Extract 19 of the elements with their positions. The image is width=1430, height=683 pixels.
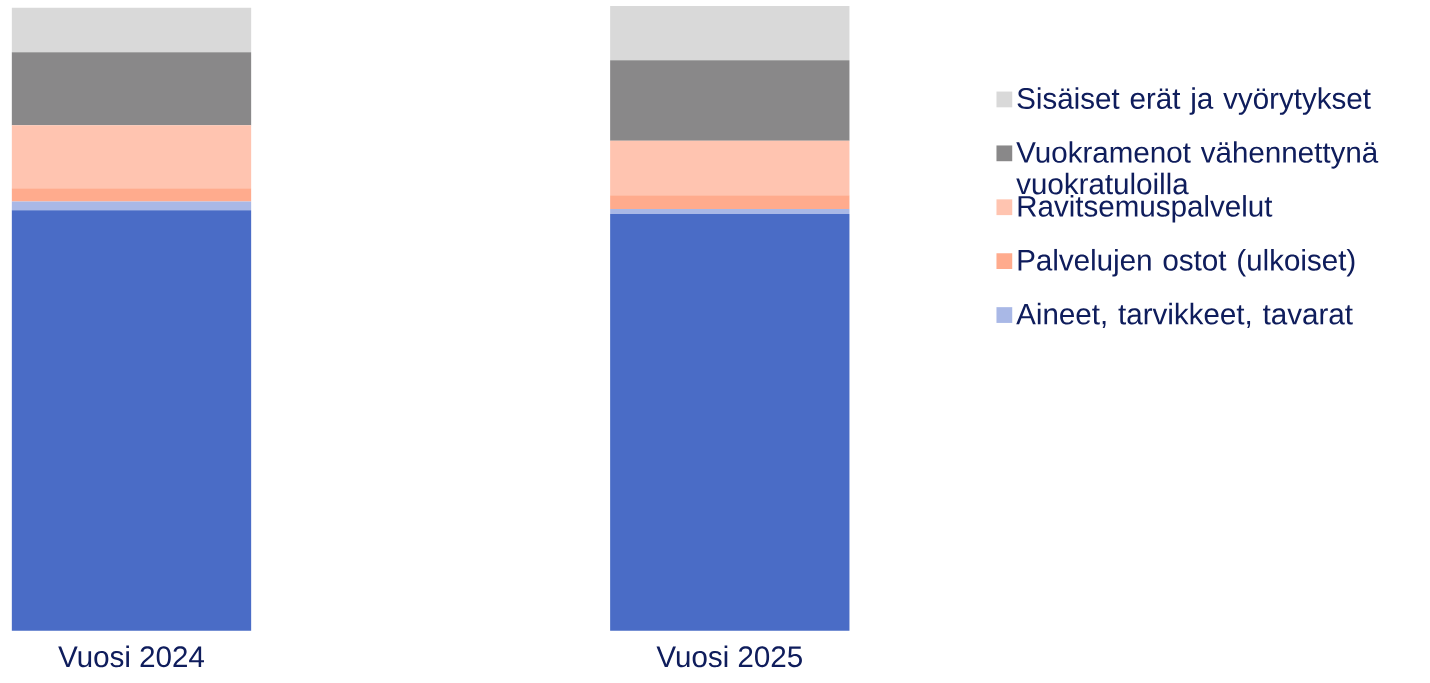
bar [11, 188, 252, 202]
bar [610, 140, 850, 196]
legend-label: Ravitsemuspalvelut [1018, 195, 1273, 223]
bar [11, 7, 252, 53]
bar [610, 214, 850, 631]
bar [11, 125, 252, 189]
legend-label: Vuokramenot vähennettynä vuokratuloilla [1016, 141, 1379, 195]
bar [11, 52, 252, 126]
bar [610, 195, 850, 210]
legend-label: Sisäiset erät ja vyörytykset [1017, 87, 1371, 115]
bar [610, 60, 850, 141]
bar [610, 5, 850, 61]
bar [11, 201, 252, 211]
bar [610, 209, 850, 214]
x-tick-label: Vuosi 2025 [656, 645, 802, 668]
x-tick-label: Vuosi 2024 [58, 645, 204, 668]
bar [11, 210, 252, 631]
legend-label: Aineet, tarvikkeet, tavarat [1016, 302, 1353, 329]
legend-label: Palvelujen ostot (ulkoiset) [1018, 248, 1355, 277]
